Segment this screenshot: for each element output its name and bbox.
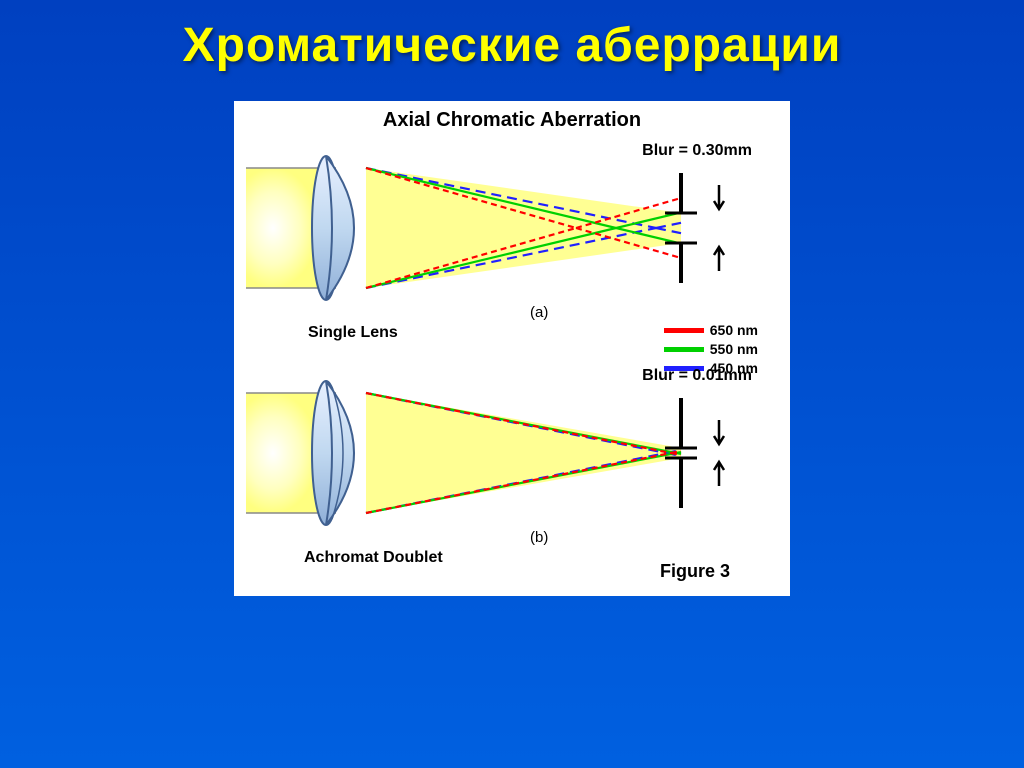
legend-item: 550 nm	[664, 341, 758, 357]
figure-title: Axial Chromatic Aberration	[246, 109, 778, 132]
figure-container: Axial Chromatic Aberration Blur = 0.30mm…	[234, 101, 790, 596]
panel-id-a: (a)	[530, 304, 548, 321]
lens-label-a: Single Lens	[308, 324, 398, 342]
panel-achromat-doublet: Blur = 0.01mm (b) Achromat Doublet Figur…	[246, 363, 776, 588]
legend-swatch-green	[664, 347, 704, 352]
legend-label: 550 nm	[710, 341, 758, 357]
figure-number: Figure 3	[660, 561, 730, 582]
blur-label-b: Blur = 0.01mm	[642, 367, 752, 385]
panel-single-lens: Blur = 0.30mm (a) Single Lens 650 nm 550…	[246, 138, 776, 363]
legend-swatch-red	[664, 328, 704, 333]
panel-id-b: (b)	[530, 529, 548, 546]
page-title: Хроматические аберрации	[0, 0, 1024, 73]
lens-label-b: Achromat Doublet	[304, 549, 443, 567]
blur-label-a: Blur = 0.30mm	[642, 142, 752, 160]
legend-item: 650 nm	[664, 322, 758, 338]
legend-label: 650 nm	[710, 322, 758, 338]
